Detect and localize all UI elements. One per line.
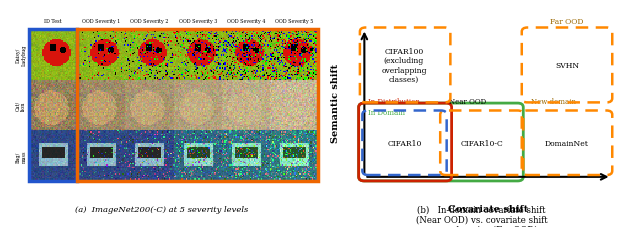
Text: (b)   In-domain covariate shift
(Near OOD) vs. covariate shift
across domains (F: (b) In-domain covariate shift (Near OOD)… (416, 204, 547, 227)
Text: Daisy/
Ladybug: Daisy/ Ladybug (15, 44, 26, 66)
Text: CIFAR100
(excluding
overlapping
classes): CIFAR100 (excluding overlapping classes) (381, 48, 427, 83)
Text: CIFAR10: CIFAR10 (387, 139, 422, 147)
Text: Semantic shift: Semantic shift (332, 64, 340, 143)
Text: In Distribution: In Distribution (367, 97, 419, 105)
Text: ID Test: ID Test (44, 19, 62, 24)
Text: OOD Severity 5: OOD Severity 5 (275, 19, 314, 24)
Text: Near OOD: Near OOD (449, 97, 486, 105)
Text: DomainNet: DomainNet (545, 139, 589, 147)
Text: OOD Severity 2: OOD Severity 2 (131, 19, 169, 24)
Text: OOD Severity 4: OOD Severity 4 (227, 19, 265, 24)
Text: OOD Severity 1: OOD Severity 1 (82, 19, 120, 24)
Text: Far OOD: Far OOD (550, 18, 584, 26)
Text: Bag/
mass: Bag/ mass (15, 150, 26, 163)
Text: OOD Severity 3: OOD Severity 3 (179, 19, 217, 24)
Text: In Domain: In Domain (367, 109, 404, 117)
Text: Cat/
lion: Cat/ lion (15, 101, 26, 111)
Text: CIFAR10-C: CIFAR10-C (460, 139, 503, 147)
Text: (a)  ImageNet200(-C) at 5 severity levels: (a) ImageNet200(-C) at 5 severity levels (75, 205, 248, 213)
Text: Covariate shift: Covariate shift (448, 204, 528, 213)
Text: New domain: New domain (531, 97, 575, 105)
Text: SVHN: SVHN (555, 62, 579, 70)
